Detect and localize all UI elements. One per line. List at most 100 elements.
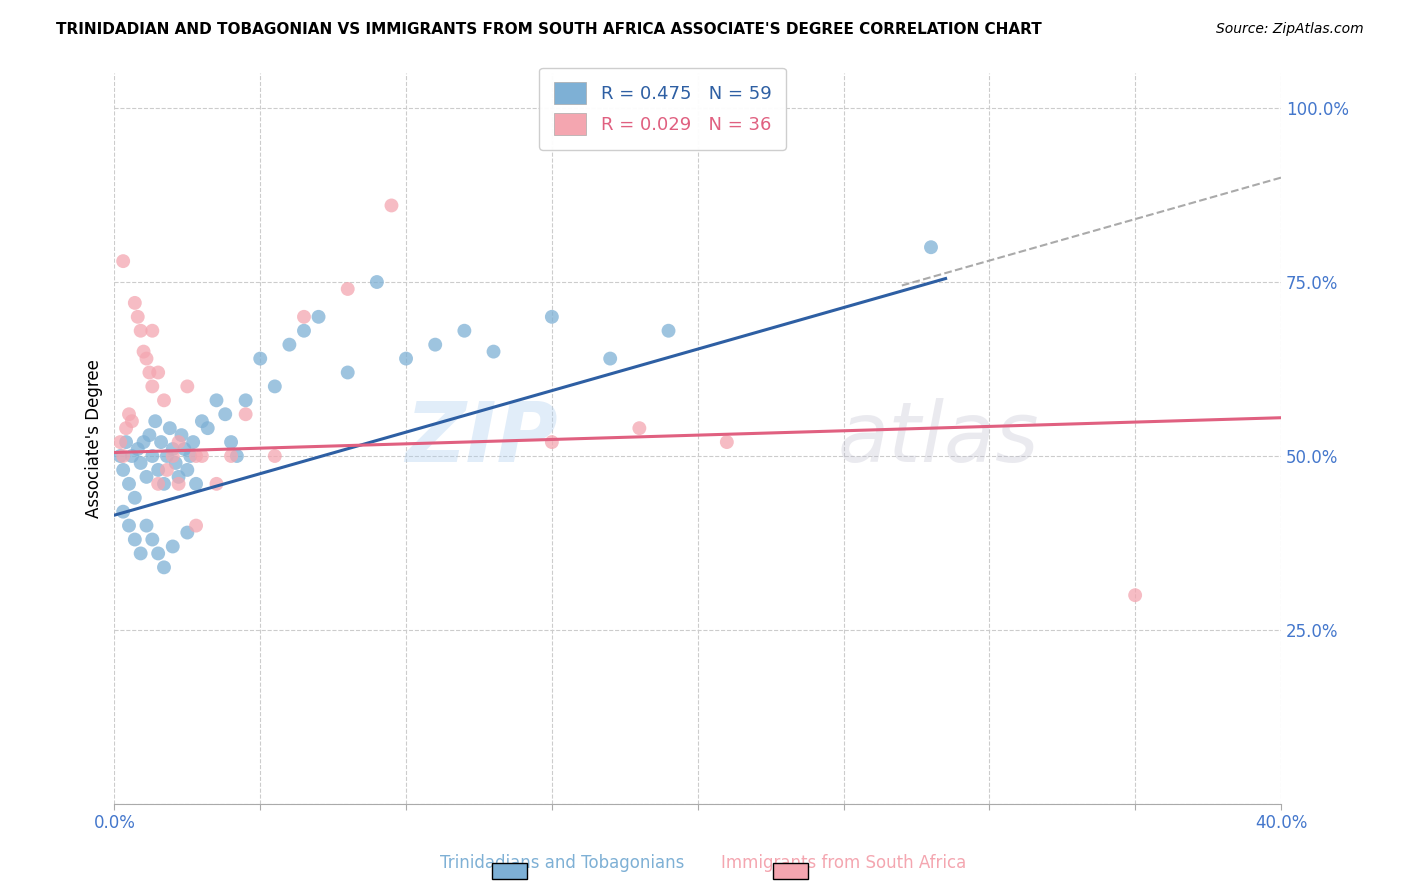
Point: [118, 476, 141, 491]
Point: [150, 435, 173, 450]
Point: [380, 198, 402, 212]
Point: [184, 449, 207, 463]
Point: [121, 414, 143, 428]
Point: [263, 379, 285, 393]
Point: [138, 428, 160, 442]
Text: Immigrants from South Africa: Immigrants from South Africa: [721, 855, 966, 872]
Point: [541, 310, 564, 324]
Point: [599, 351, 621, 366]
Point: [115, 421, 138, 435]
Point: [219, 435, 242, 450]
Point: [129, 456, 152, 470]
Point: [146, 546, 169, 560]
Point: [112, 449, 135, 463]
Point: [181, 435, 204, 450]
Point: [235, 407, 257, 421]
Point: [184, 476, 207, 491]
Point: [920, 240, 942, 254]
Point: [165, 456, 187, 470]
Y-axis label: Associate's Degree: Associate's Degree: [86, 359, 103, 518]
Point: [162, 442, 184, 456]
Point: [308, 310, 330, 324]
Point: [156, 449, 179, 463]
Point: [132, 344, 155, 359]
Text: atlas: atlas: [838, 398, 1039, 479]
Point: [482, 344, 505, 359]
Point: [225, 449, 247, 463]
Point: [153, 476, 176, 491]
Point: [176, 379, 198, 393]
Point: [141, 379, 163, 393]
Text: Trinidadians and Tobagonians: Trinidadians and Tobagonians: [440, 855, 685, 872]
Point: [127, 310, 149, 324]
Point: [110, 449, 132, 463]
Point: [129, 546, 152, 560]
Point: [127, 442, 149, 456]
Point: [292, 324, 315, 338]
Point: [162, 540, 184, 554]
Point: [112, 505, 135, 519]
Point: [197, 421, 219, 435]
Point: [118, 518, 141, 533]
Point: [425, 337, 447, 351]
Text: TRINIDADIAN AND TOBAGONIAN VS IMMIGRANTS FROM SOUTH AFRICA ASSOCIATE'S DEGREE CO: TRINIDADIAN AND TOBAGONIAN VS IMMIGRANTS…: [56, 22, 1042, 37]
Point: [167, 435, 190, 450]
Point: [184, 518, 207, 533]
Point: [716, 435, 738, 450]
Point: [146, 476, 169, 491]
Point: [146, 366, 169, 380]
Point: [141, 449, 163, 463]
Point: [453, 324, 475, 338]
Point: [115, 435, 138, 450]
Point: [205, 393, 228, 408]
Point: [167, 476, 190, 491]
Point: [135, 351, 157, 366]
Point: [143, 414, 166, 428]
Point: [249, 351, 271, 366]
Point: [219, 449, 242, 463]
Point: [336, 366, 359, 380]
Point: [141, 324, 163, 338]
Point: [366, 275, 388, 289]
Point: [129, 324, 152, 338]
Point: [167, 470, 190, 484]
Point: [141, 533, 163, 547]
Point: [395, 351, 418, 366]
Point: [191, 449, 214, 463]
Point: [159, 421, 181, 435]
Point: [124, 491, 146, 505]
Point: [138, 366, 160, 380]
Point: [135, 518, 157, 533]
Point: [179, 449, 201, 463]
Legend: R = 0.475   N = 59, R = 0.029   N = 36: R = 0.475 N = 59, R = 0.029 N = 36: [540, 68, 786, 150]
Point: [135, 470, 157, 484]
Point: [176, 463, 198, 477]
Text: Source: ZipAtlas.com: Source: ZipAtlas.com: [1216, 22, 1364, 37]
Point: [235, 393, 257, 408]
Point: [263, 449, 285, 463]
Point: [336, 282, 359, 296]
Point: [205, 476, 228, 491]
Point: [292, 310, 315, 324]
Point: [124, 296, 146, 310]
Point: [112, 463, 135, 477]
Point: [541, 435, 564, 450]
Point: [214, 407, 236, 421]
Point: [628, 421, 651, 435]
Point: [156, 463, 179, 477]
Point: [657, 324, 679, 338]
Point: [173, 442, 195, 456]
Point: [162, 449, 184, 463]
Text: ZIP: ZIP: [405, 398, 558, 479]
Point: [132, 435, 155, 450]
Point: [1123, 588, 1146, 602]
Point: [153, 393, 176, 408]
Point: [278, 337, 301, 351]
Point: [146, 463, 169, 477]
Point: [176, 525, 198, 540]
Point: [112, 254, 135, 268]
Point: [118, 407, 141, 421]
Point: [124, 533, 146, 547]
Point: [121, 449, 143, 463]
Point: [170, 428, 193, 442]
